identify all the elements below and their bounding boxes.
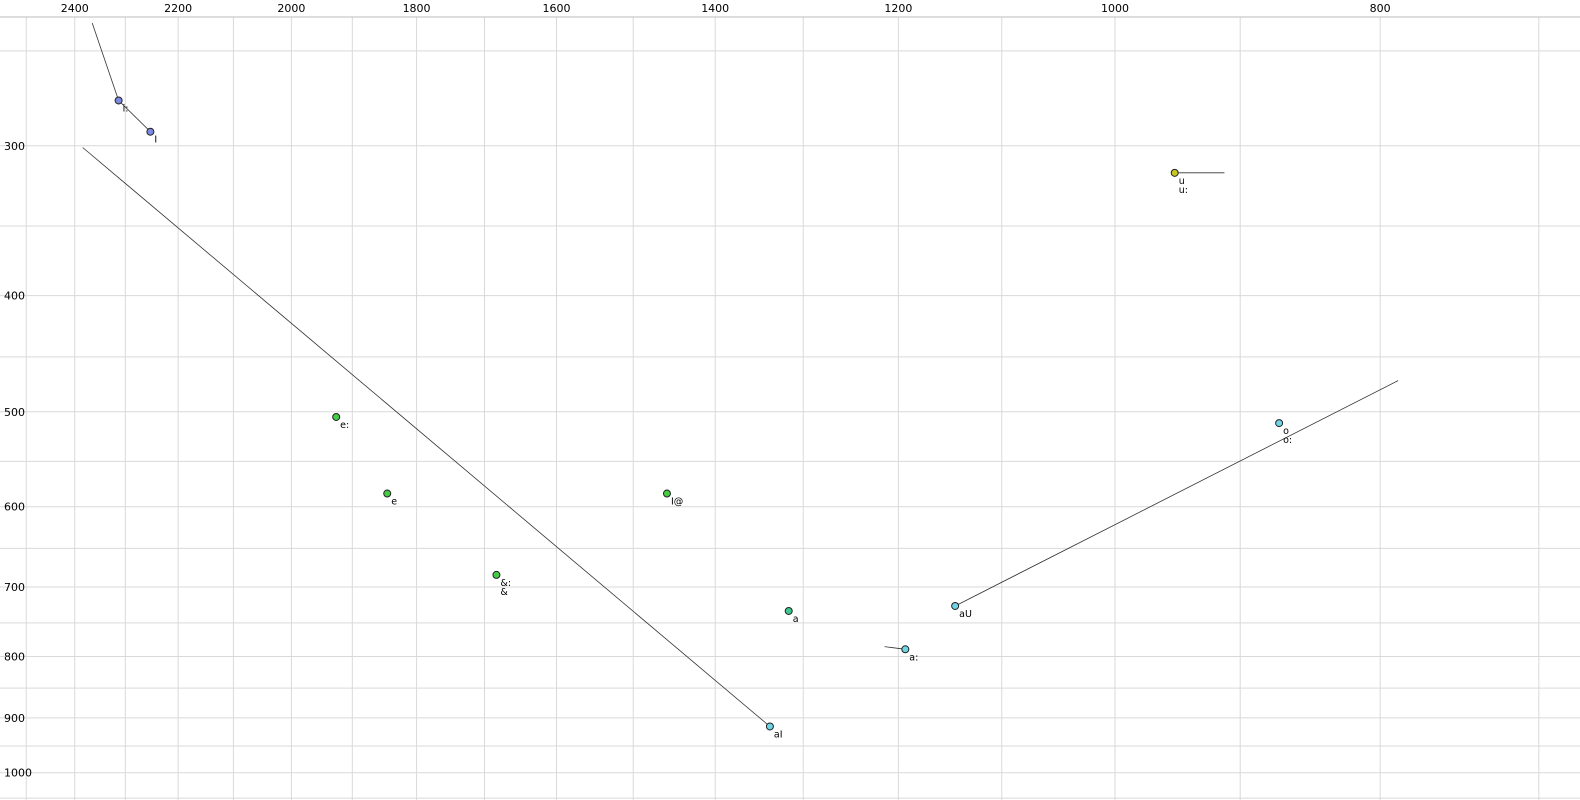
vowel-label-e:: e: [340, 420, 349, 431]
vowel-label-&:: &: [500, 578, 511, 589]
vowel-point-I@[interactable] [662, 489, 671, 498]
vowel-point-a[interactable] [784, 606, 793, 615]
vowel-point-e[interactable] [383, 489, 392, 498]
vowel-label-u:: u: [1179, 185, 1188, 196]
x-tick-label: 2400 [61, 2, 89, 15]
y-axis-tick-labels: 300 400 500 600 700 800 900 1000 [4, 140, 32, 780]
vowel-label-&: & [500, 587, 508, 598]
vowel-point-i:[interactable] [114, 96, 123, 105]
vowel-label-I@: I@ [671, 497, 683, 508]
vowel-point-e:[interactable] [332, 412, 341, 421]
x-tick-label: 2200 [164, 2, 192, 15]
y-tick-label: 800 [4, 651, 25, 664]
vowel-point-u[interactable] [1170, 168, 1179, 177]
vowel-label-a:: a: [909, 652, 918, 663]
vowel-point-I[interactable] [146, 127, 155, 136]
vowel-label-i:: i: [123, 103, 129, 114]
x-tick-label: 1600 [543, 2, 571, 15]
trajectory-aI-glide [82, 147, 771, 727]
y-tick-label: 600 [4, 501, 25, 514]
trajectory-aU-glide [954, 380, 1399, 607]
x-tick-label: 2000 [277, 2, 305, 15]
trajectory-i-onset [91, 22, 119, 101]
x-tick-label: 1200 [884, 2, 912, 15]
vowel-point-aI[interactable] [765, 722, 774, 731]
vowel-point-a:[interactable] [901, 645, 910, 654]
vowel-label-I: I [154, 135, 157, 146]
vowel-label-aU: aU [959, 609, 972, 620]
vowel-label-o: o [1283, 426, 1289, 437]
vowel-point-&:[interactable] [492, 570, 501, 579]
y-tick-label: 400 [4, 290, 25, 303]
trajectory-lines [82, 22, 1399, 727]
x-axis-tick-labels: 2400 2200 2000 1800 1600 1400 1200 1000 800 [61, 2, 1391, 15]
vowel-label-u: u [1179, 176, 1185, 187]
x-tick-label: 1800 [403, 2, 431, 15]
vowel-label-aI: aI [774, 729, 783, 740]
y-tick-label: 1000 [4, 767, 32, 780]
x-tick-label: 1400 [701, 2, 729, 15]
y-tick-label: 300 [4, 140, 25, 153]
x-tick-label: 800 [1370, 2, 1391, 15]
y-tick-label: 500 [4, 406, 25, 419]
vowel-label-e: e [391, 497, 397, 508]
vowel-label-a: a [793, 614, 799, 625]
trajectory-i-to-I [118, 100, 151, 132]
y-tick-label: 900 [4, 712, 25, 725]
x-tick-label: 1000 [1101, 2, 1129, 15]
vowel-label-o:: o: [1283, 435, 1292, 446]
y-tick-label: 700 [4, 581, 25, 594]
gridlines [0, 17, 1580, 800]
vowel-point-o[interactable] [1275, 419, 1284, 428]
vowel-points: i: Ie: e &:& I@ a a: aU aI oo: uu: [114, 96, 1292, 740]
vowel-point-aU[interactable] [951, 601, 960, 610]
